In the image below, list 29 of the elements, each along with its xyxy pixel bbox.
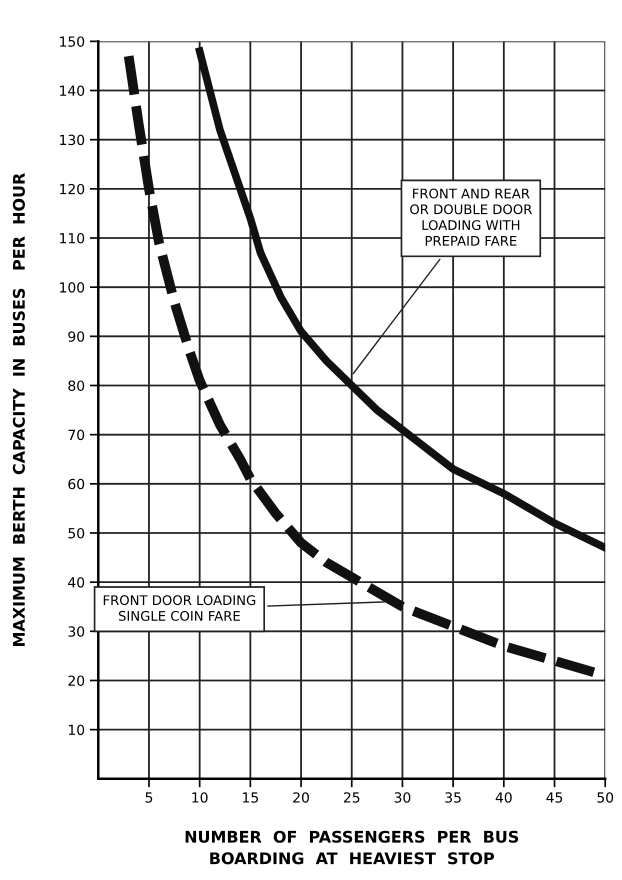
x-tick-label: 45 [546, 792, 562, 803]
y-tick-label: 140 [60, 85, 84, 96]
y-tick-label: 110 [60, 232, 84, 244]
y-tick-label: 50 [68, 528, 84, 538]
y-tick-label: 10 [68, 724, 84, 736]
y-tick-label: 70 [68, 430, 84, 440]
x-tick-label: 30 [394, 792, 410, 803]
y-tick-label: 20 [68, 675, 84, 686]
y-tick-label: 90 [68, 331, 84, 342]
x-tick-label: 35 [445, 792, 461, 803]
y-tick-label: 30 [68, 626, 84, 637]
x-tick-label: 20 [293, 792, 309, 803]
y-tick-label: 100 [60, 282, 84, 293]
y-tick-label: 120 [60, 184, 84, 194]
annotation: FRONT DOOR LOADING SINGLE COIN FARE [104, 595, 256, 621]
x-axis-title: NUMBER OF PASSENGERS PER BUS BOARDING AT HEAVIEST STOP [186, 830, 518, 864]
x-tick-label: 50 [597, 792, 614, 803]
y-tick-label: 80 [68, 380, 84, 391]
x-tick-label: 15 [243, 792, 258, 803]
x-tick-label: 5 [146, 792, 152, 803]
annotation: FRONT AND REAR OR DOUBLE DOOR LOADING WITH PREPAID FARE [410, 188, 532, 246]
y-tick-label: 150 [60, 36, 84, 47]
y-tick-label: 40 [68, 577, 84, 588]
y-tick-label: 60 [68, 478, 84, 490]
x-tick-label: 10 [192, 792, 208, 803]
y-tick-label: 130 [60, 134, 84, 146]
x-tick-label: 25 [344, 792, 360, 803]
y-axis-title: MAXIMUM BERTH CAPACITY IN BUSES PER HOUR [12, 172, 25, 646]
x-tick-label: 40 [496, 792, 512, 803]
